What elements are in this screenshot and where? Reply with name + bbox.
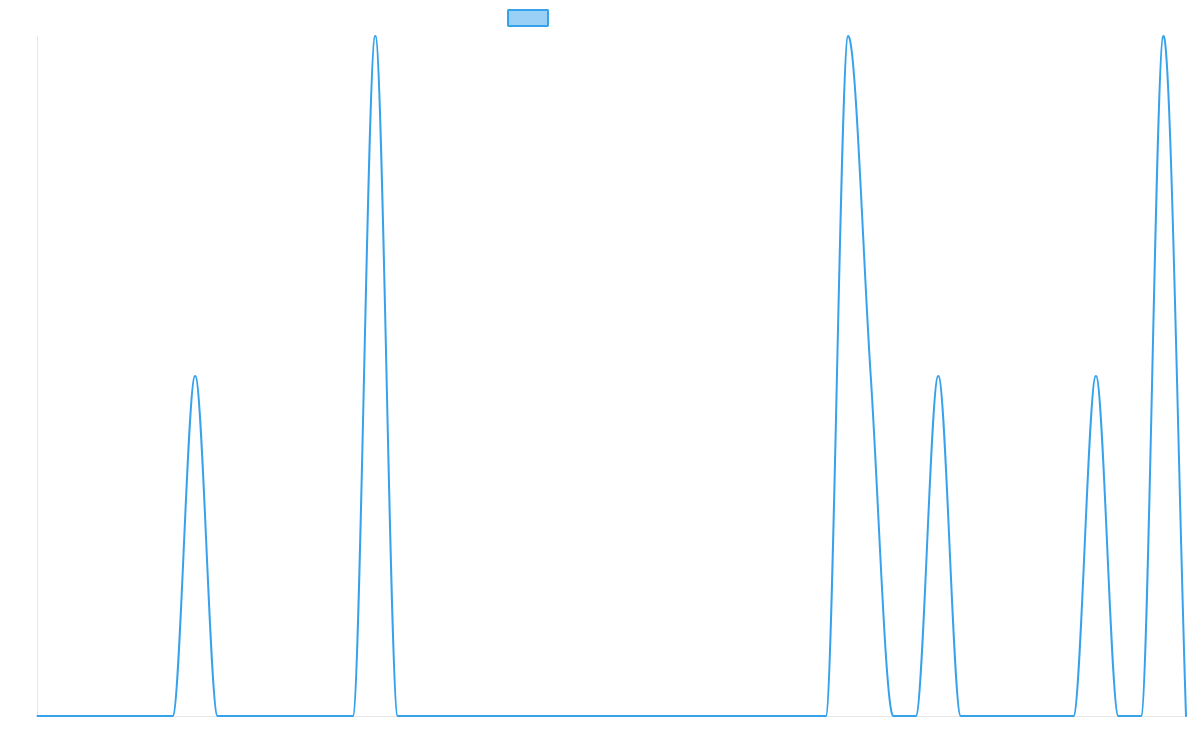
data-point[interactable] [1047,712,1055,720]
data-point[interactable] [1002,712,1010,720]
data-point[interactable] [529,712,537,720]
data-point[interactable] [326,712,334,720]
data-point[interactable] [844,32,852,40]
data-point[interactable] [1182,712,1190,720]
data-point[interactable] [867,372,875,380]
data-point[interactable] [214,712,222,720]
data-point[interactable] [619,712,627,720]
data-point[interactable] [439,712,447,720]
data-point[interactable] [1159,32,1167,40]
data-point[interactable] [687,712,695,720]
data-point[interactable] [642,712,650,720]
data-point[interactable] [551,712,559,720]
data-point[interactable] [822,712,830,720]
data-point[interactable] [371,32,379,40]
legend-swatch-series-1[interactable] [507,9,549,27]
data-point[interactable] [349,712,357,720]
data-point[interactable] [34,712,42,720]
data-point[interactable] [596,712,604,720]
data-point[interactable] [979,712,987,720]
data-point[interactable] [799,712,807,720]
data-point[interactable] [732,712,740,720]
data-point[interactable] [1114,712,1122,720]
data-point[interactable] [259,712,267,720]
data-point[interactable] [169,712,177,720]
series-line-1 [36,35,1187,717]
data-point[interactable] [56,712,64,720]
points-layer [34,32,1191,720]
data-point[interactable] [304,712,312,720]
data-point[interactable] [709,712,717,720]
data-point[interactable] [506,712,514,720]
data-point[interactable] [146,712,154,720]
data-point[interactable] [777,712,785,720]
data-point[interactable] [754,712,762,720]
data-point[interactable] [574,712,582,720]
data-point[interactable] [1024,712,1032,720]
data-point[interactable] [394,712,402,720]
data-point[interactable] [416,712,424,720]
data-point[interactable] [101,712,109,720]
data-point[interactable] [957,712,965,720]
data-point[interactable] [1137,712,1145,720]
data-point[interactable] [236,712,244,720]
data-point[interactable] [484,712,492,720]
data-point[interactable] [889,712,897,720]
data-point[interactable] [664,712,672,720]
data-point[interactable] [124,712,132,720]
series-layer [36,35,1187,717]
data-point[interactable] [1069,712,1077,720]
legend[interactable] [507,9,549,27]
data-point[interactable] [934,372,942,380]
data-point[interactable] [912,712,920,720]
data-point[interactable] [281,712,289,720]
data-point[interactable] [79,712,87,720]
data-point[interactable] [461,712,469,720]
data-point[interactable] [1092,372,1100,380]
data-point[interactable] [191,372,199,380]
